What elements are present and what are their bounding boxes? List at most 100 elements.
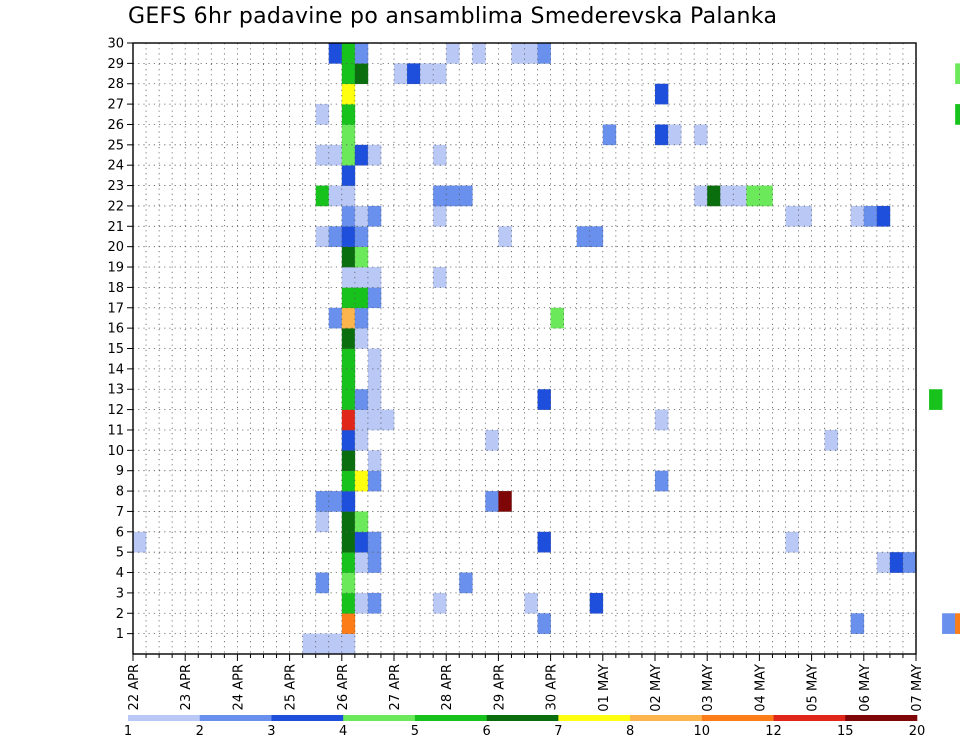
- x-tick-label: 02 MAY: [649, 664, 664, 712]
- colorbar-label: 2: [196, 724, 204, 739]
- heatmap-cell: [524, 43, 538, 64]
- heatmap-cell: [694, 185, 708, 207]
- colorbar-label: 7: [554, 724, 562, 739]
- y-tick-label: 27: [107, 98, 124, 113]
- heatmap-cell: [341, 450, 356, 471]
- heatmap-cell: [367, 348, 382, 370]
- y-tick-label: 24: [107, 159, 124, 174]
- heatmap-cell: [367, 287, 382, 309]
- x-tick-label: 01 MAY: [597, 664, 612, 712]
- heatmap-cells: [133, 43, 960, 655]
- y-tick-label: 7: [116, 505, 124, 520]
- heatmap-cell: [746, 185, 760, 207]
- x-tick-label: 23 APR: [179, 664, 194, 710]
- y-tick-label: 18: [107, 281, 124, 296]
- heatmap-cell: [433, 144, 447, 166]
- heatmap-cell: [876, 205, 891, 227]
- heatmap-cell: [341, 246, 356, 268]
- heatmap-cell: [850, 205, 865, 227]
- heatmap-cell: [433, 63, 447, 85]
- colorbar-segment: [773, 715, 846, 721]
- heatmap-cell: [341, 531, 356, 553]
- colorbar-label: 4: [339, 724, 347, 739]
- heatmap-cell: [354, 470, 369, 492]
- chart-title: GEFS 6hr padavine po ansamblima Smederev…: [128, 4, 778, 29]
- heatmap-cell: [694, 124, 708, 146]
- heatmap-cell: [824, 429, 838, 451]
- heatmap-cell: [472, 43, 486, 64]
- heatmap-cell: [341, 328, 356, 349]
- heatmap-cell: [668, 124, 682, 146]
- heatmap-cell: [341, 368, 356, 390]
- colorbar-segment: [128, 715, 201, 721]
- heatmap-cell: [341, 185, 356, 207]
- heatmap-cell: [929, 389, 943, 410]
- colorbar-segment: [486, 715, 559, 721]
- heatmap-cell: [955, 63, 960, 85]
- heatmap-cell: [354, 226, 369, 247]
- x-tick-label: 30 APR: [545, 664, 560, 710]
- y-tick-label: 1: [116, 627, 124, 642]
- heatmap-cell: [889, 552, 904, 573]
- heatmap-cell: [354, 429, 369, 451]
- heatmap-cell: [315, 144, 330, 166]
- x-axis: 22 APR 23 APR 24 APR 25 APR 26 APR 27 APR 28 A…: [127, 654, 925, 712]
- heatmap-cell: [459, 572, 473, 594]
- heatmap-cell: [785, 531, 799, 553]
- heatmap-cell: [498, 226, 512, 247]
- heatmap-cell: [341, 613, 356, 634]
- heatmap-cell: [315, 104, 330, 125]
- heatmap-cell: [955, 104, 960, 125]
- heatmap-cell: [354, 287, 369, 309]
- y-tick-label: 12: [107, 403, 124, 418]
- heatmap-cell: [655, 470, 669, 492]
- heatmap-cell: [367, 267, 382, 288]
- heatmap-cell: [720, 185, 734, 207]
- colorbar-label: 10: [694, 724, 711, 739]
- heatmap-cell: [354, 511, 369, 533]
- heatmap-cell: [341, 572, 356, 594]
- heatmap-cell: [955, 613, 960, 634]
- y-tick-label: 22: [107, 199, 124, 214]
- colorbar-label: 8: [626, 724, 634, 739]
- heatmap-cell: [341, 470, 356, 492]
- heatmap-cell: [589, 592, 604, 614]
- heatmap-cell: [354, 389, 369, 410]
- x-tick-label: 24 APR: [231, 664, 246, 710]
- heatmap-cell: [850, 613, 865, 634]
- x-tick-label: 27 APR: [388, 664, 403, 710]
- y-tick-label: 16: [107, 322, 124, 337]
- heatmap-cell: [446, 185, 460, 207]
- colorbar-segment: [558, 715, 631, 721]
- y-tick-label: 10: [107, 444, 124, 459]
- y-tick-label: 3: [116, 586, 124, 601]
- heatmap-cell: [328, 185, 343, 207]
- colorbar-segment: [630, 715, 703, 721]
- heatmap-cell: [341, 205, 356, 227]
- heatmap-cell: [302, 633, 316, 655]
- colorbar-label: 15: [837, 724, 854, 739]
- y-tick-label: 8: [116, 485, 124, 500]
- heatmap-cell: [354, 409, 369, 431]
- colorbar-segment: [199, 715, 272, 721]
- x-tick-label: 28 APR: [440, 664, 455, 710]
- heatmap-cell: [341, 633, 356, 655]
- heatmap-cell: [133, 531, 147, 553]
- heatmap-cell: [341, 307, 356, 329]
- heatmap-cell: [367, 144, 382, 166]
- colorbar-segment: [414, 715, 487, 721]
- heatmap-cell: [341, 511, 356, 533]
- heatmap-cell: [798, 205, 812, 227]
- heatmap-cell: [863, 205, 878, 227]
- y-tick-label: 9: [116, 464, 124, 479]
- y-axis: 1234567891011121314151617181920212223242…: [107, 37, 133, 642]
- colorbar-label: 5: [411, 724, 419, 739]
- colorbar-segment: [701, 715, 774, 721]
- heatmap-cell: [341, 267, 356, 288]
- heatmap-cell: [354, 328, 369, 349]
- heatmap-cell: [367, 389, 382, 410]
- heatmap-cell: [354, 144, 369, 166]
- heatmap-cell: [315, 633, 330, 655]
- y-tick-label: 5: [116, 546, 124, 561]
- heatmap-cell: [367, 470, 382, 492]
